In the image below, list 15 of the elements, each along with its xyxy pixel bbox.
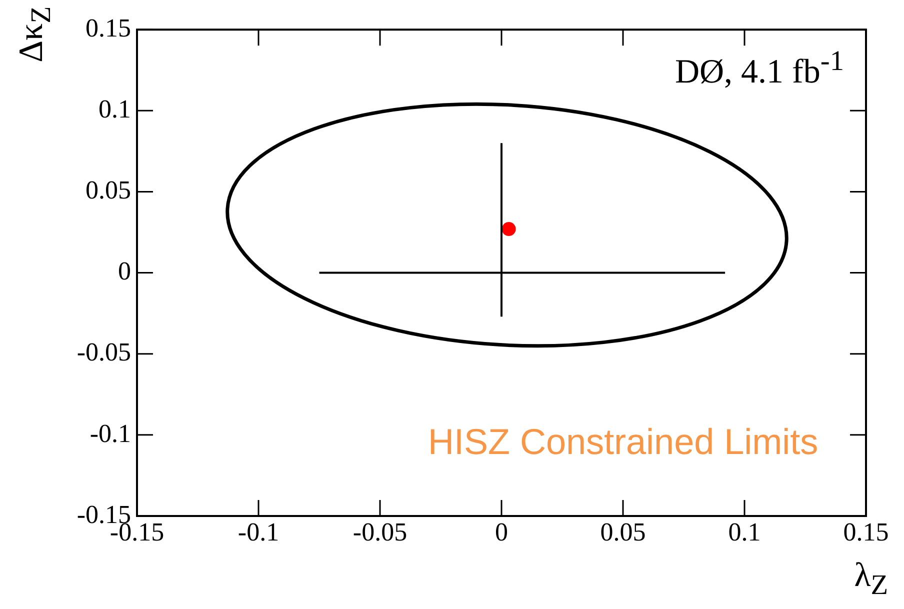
annotation: DØ, 4.1 fb$^{-1}$	[674, 46, 844, 91]
y-tick-label: -0.05	[76, 338, 131, 367]
x-tick-label: -0.1	[238, 517, 280, 546]
x-tick-label: 0.15	[843, 517, 889, 546]
x-tick-label: 0	[495, 517, 508, 546]
y-tick-label: 0	[118, 256, 131, 286]
x-tick-label: 0.1	[728, 517, 761, 546]
y-tick-label: 0.15	[86, 13, 131, 42]
x-axis-title: λ$_{Z}$	[854, 557, 888, 601]
y-tick-label: 0.1	[98, 94, 131, 124]
x-tick-label: -0.05	[352, 517, 408, 546]
x-tick-label: 0.05	[600, 517, 646, 546]
y-tick-label: -0.1	[90, 418, 131, 448]
y-tick-label: 0.05	[86, 176, 131, 205]
annotation: HISZ Constrained Limits	[428, 421, 818, 462]
